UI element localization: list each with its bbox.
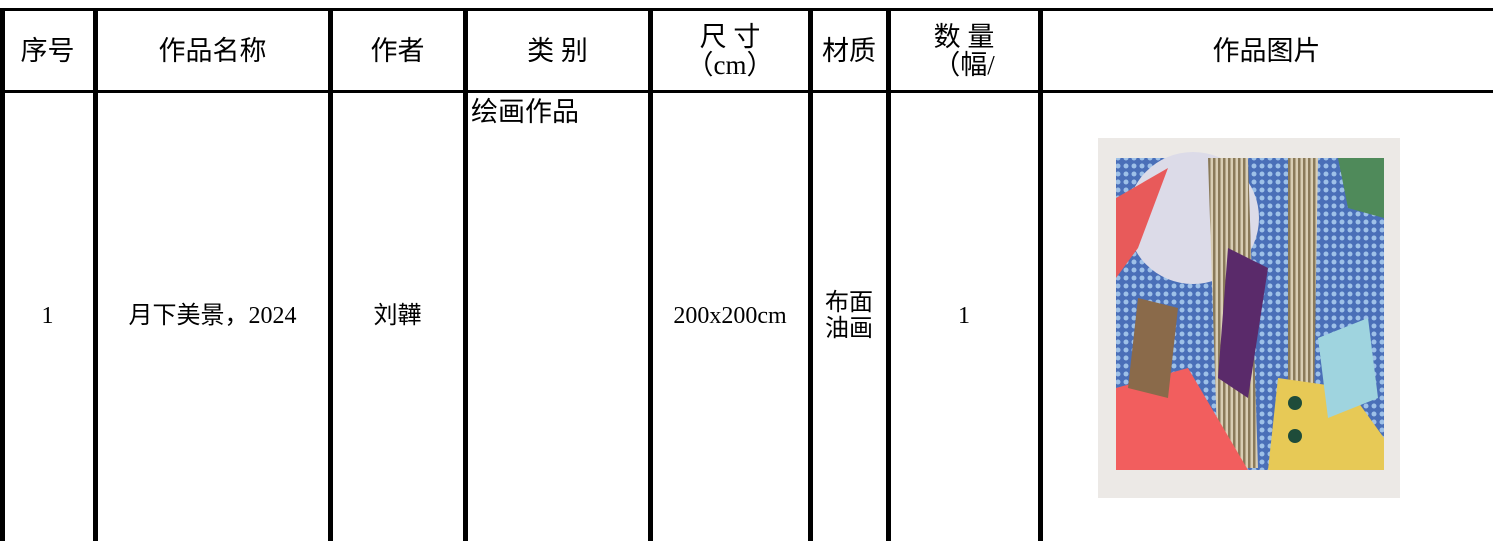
cell-text: 月下美景，2024 [128,302,297,329]
body-cell: 刘韡 [330,92,465,541]
body-cell: 绘画作品 [465,92,650,541]
cell-text: 作品名称 [158,35,267,66]
header-cell: 序号 [0,10,95,92]
cell-text: 1 [958,302,970,329]
artwork-image [1098,138,1400,498]
border-line [328,8,333,541]
header-cell: 作者 [330,10,465,92]
border-line [808,8,813,541]
cell-text: 油画 [825,315,873,342]
border-line [0,90,1493,93]
header-cell: 尺 寸（cm） [650,10,810,92]
border-line [1038,8,1043,541]
header-cell: 作品名称 [95,10,330,92]
cell-text: 200x200cm [673,302,787,329]
cell-text: 类 别 [527,35,588,66]
border-line [886,8,891,541]
body-cell: 200x200cm [650,92,810,541]
cell-text: （cm） [686,50,774,80]
header-cell: 数 量（幅/ [888,10,1040,92]
cell-text: 1 [41,302,54,329]
cell-text: 刘韡 [373,302,422,329]
cell-text: 布面 [825,290,873,317]
cell-text: 材质 [822,35,876,66]
body-cell: 1 [888,92,1040,541]
cell-text: 数 量 [933,21,995,52]
cell-text: 作品图片 [1212,35,1321,66]
header-cell: 作品图片 [1040,10,1493,92]
cell-text: （幅/ [933,50,995,80]
cell-text: 绘画作品 [471,97,579,127]
border-line [463,8,468,541]
border-line [0,8,1493,11]
cell-text: 尺 寸 [699,21,761,52]
body-cell: 月下美景，2024 [95,92,330,541]
body-cell: 布面 油画 [810,92,888,541]
border-line [648,8,653,541]
cell-text: 序号 [20,35,75,66]
header-cell: 类 别 [465,10,650,92]
cell-text: 作者 [370,35,425,66]
header-cell: 材质 [810,10,888,92]
body-cell: 1 [0,92,95,541]
border-line [93,8,98,541]
border-line [0,8,5,541]
